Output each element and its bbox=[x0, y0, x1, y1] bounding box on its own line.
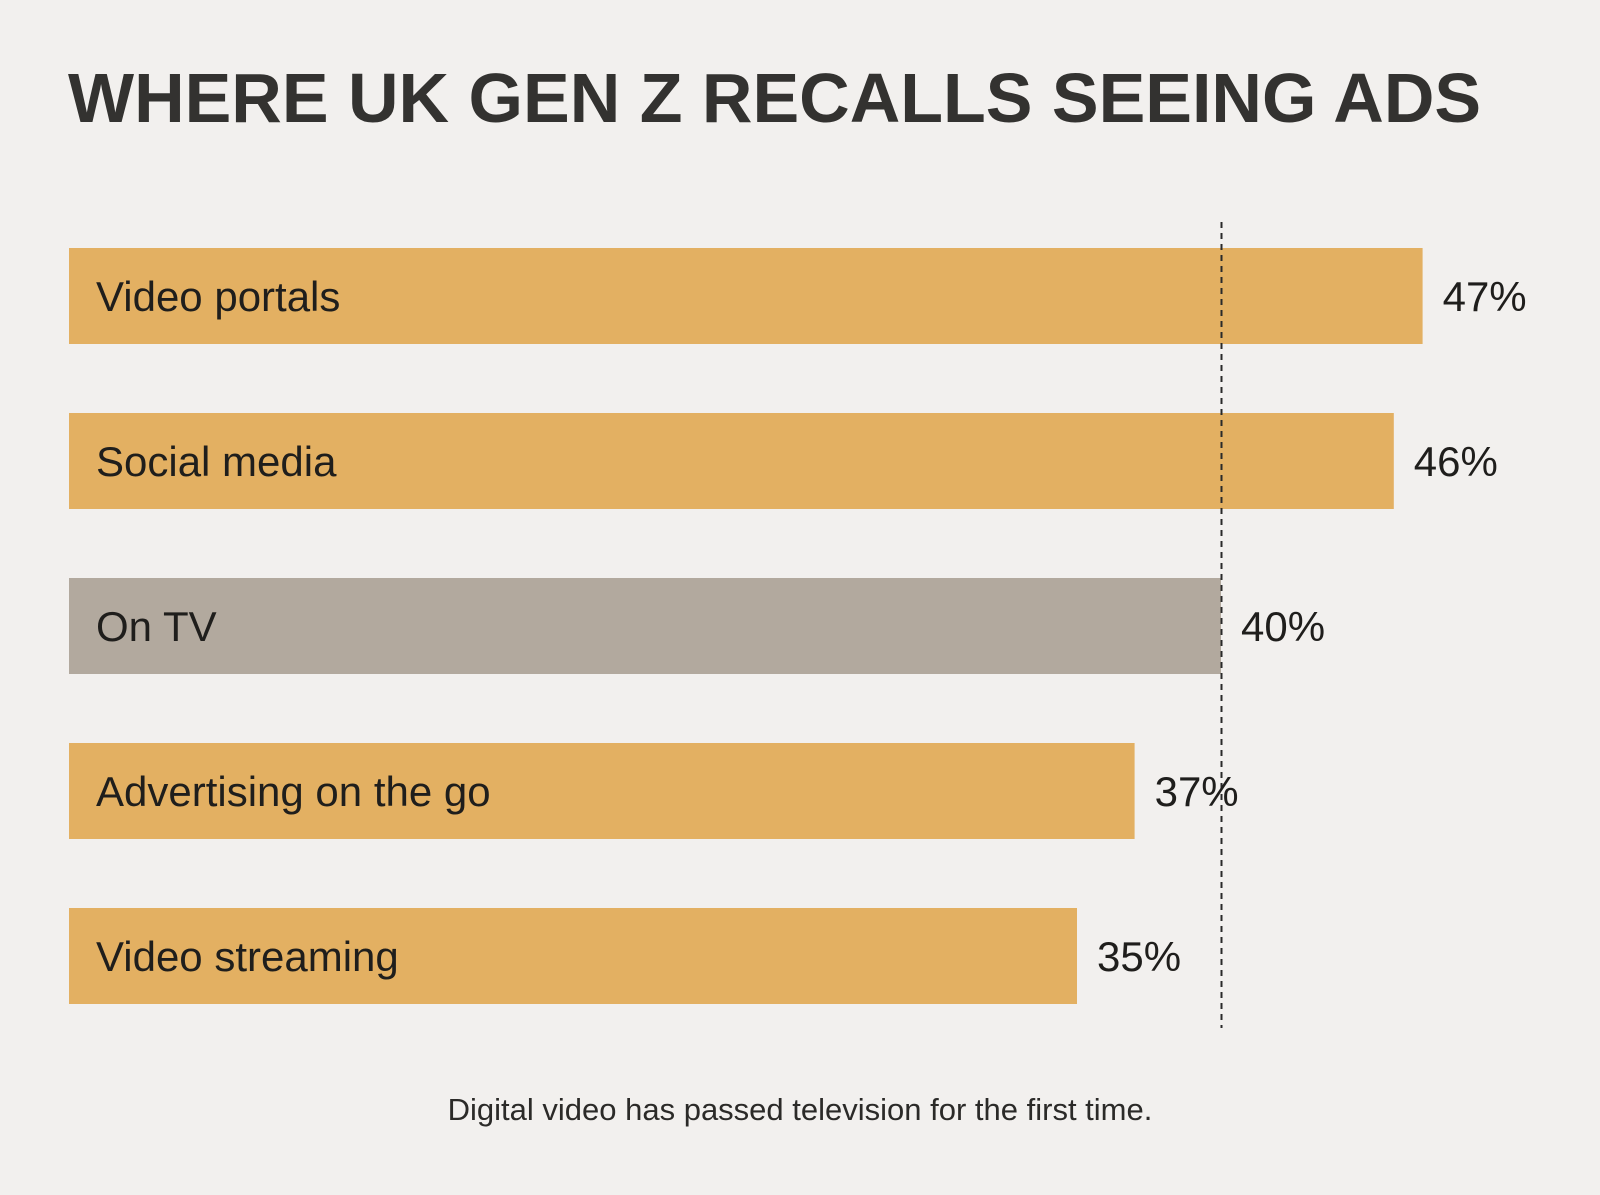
bar-video-streaming bbox=[69, 908, 1077, 1004]
category-label-video-portals: Video portals bbox=[96, 273, 340, 320]
chart-caption: Digital video has passed television for … bbox=[447, 1092, 1153, 1127]
category-label-on-tv: On TV bbox=[96, 603, 217, 650]
value-label-social-media: 46% bbox=[1414, 438, 1498, 485]
category-label-social-media: Social media bbox=[96, 438, 337, 485]
bar-advertising-on-the-go bbox=[69, 743, 1135, 839]
value-label-advertising-on-the-go: 37% bbox=[1155, 768, 1239, 815]
bar-on-tv bbox=[69, 578, 1221, 674]
labels-layer: Video portals 47% Social media 46% On TV 40% A… bbox=[96, 273, 1527, 980]
bar-social-media bbox=[69, 413, 1394, 509]
bars-layer bbox=[69, 248, 1423, 1004]
category-label-video-streaming: Video streaming bbox=[96, 933, 399, 980]
chart-title: WHERE UK GEN Z RECALLS SEEING ADS bbox=[68, 59, 1482, 137]
value-label-on-tv: 40% bbox=[1241, 603, 1325, 650]
category-label-advertising-on-the-go: Advertising on the go bbox=[96, 768, 491, 815]
bar-video-portals bbox=[69, 248, 1423, 344]
value-label-video-streaming: 35% bbox=[1097, 933, 1181, 980]
value-label-video-portals: 47% bbox=[1443, 273, 1527, 320]
